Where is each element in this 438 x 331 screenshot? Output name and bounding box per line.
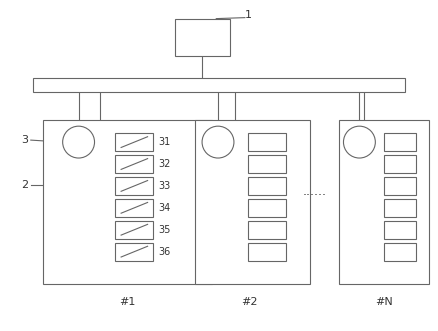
Bar: [384, 177, 416, 195]
Bar: [116, 221, 153, 239]
Bar: [384, 199, 416, 217]
Text: 33: 33: [158, 181, 170, 191]
Circle shape: [202, 126, 234, 158]
Bar: [116, 199, 153, 217]
Bar: [116, 155, 153, 173]
Text: 3: 3: [21, 135, 28, 145]
Text: 1: 1: [244, 10, 251, 20]
Text: 32: 32: [158, 159, 171, 169]
Bar: [384, 155, 416, 173]
Bar: [248, 199, 286, 217]
Text: ......: ......: [303, 185, 327, 198]
Text: 31: 31: [158, 137, 170, 147]
Bar: [384, 133, 416, 151]
Bar: [43, 120, 212, 285]
Text: 34: 34: [158, 203, 170, 213]
Text: #1: #1: [119, 298, 136, 307]
Circle shape: [343, 126, 375, 158]
Text: 36: 36: [158, 247, 170, 257]
Bar: [116, 177, 153, 195]
Text: 35: 35: [158, 225, 171, 235]
Bar: [248, 243, 286, 260]
Text: #2: #2: [242, 298, 258, 307]
Bar: [384, 221, 416, 239]
Text: #N: #N: [375, 298, 393, 307]
Bar: [175, 19, 230, 57]
Circle shape: [63, 126, 95, 158]
Bar: [339, 120, 429, 285]
Bar: [116, 243, 153, 260]
Bar: [248, 155, 286, 173]
Text: 2: 2: [21, 180, 28, 190]
Bar: [384, 243, 416, 260]
Bar: [248, 221, 286, 239]
Bar: [116, 133, 153, 151]
Bar: [248, 133, 286, 151]
Bar: [195, 120, 310, 285]
Bar: [248, 177, 286, 195]
Bar: [33, 78, 405, 92]
